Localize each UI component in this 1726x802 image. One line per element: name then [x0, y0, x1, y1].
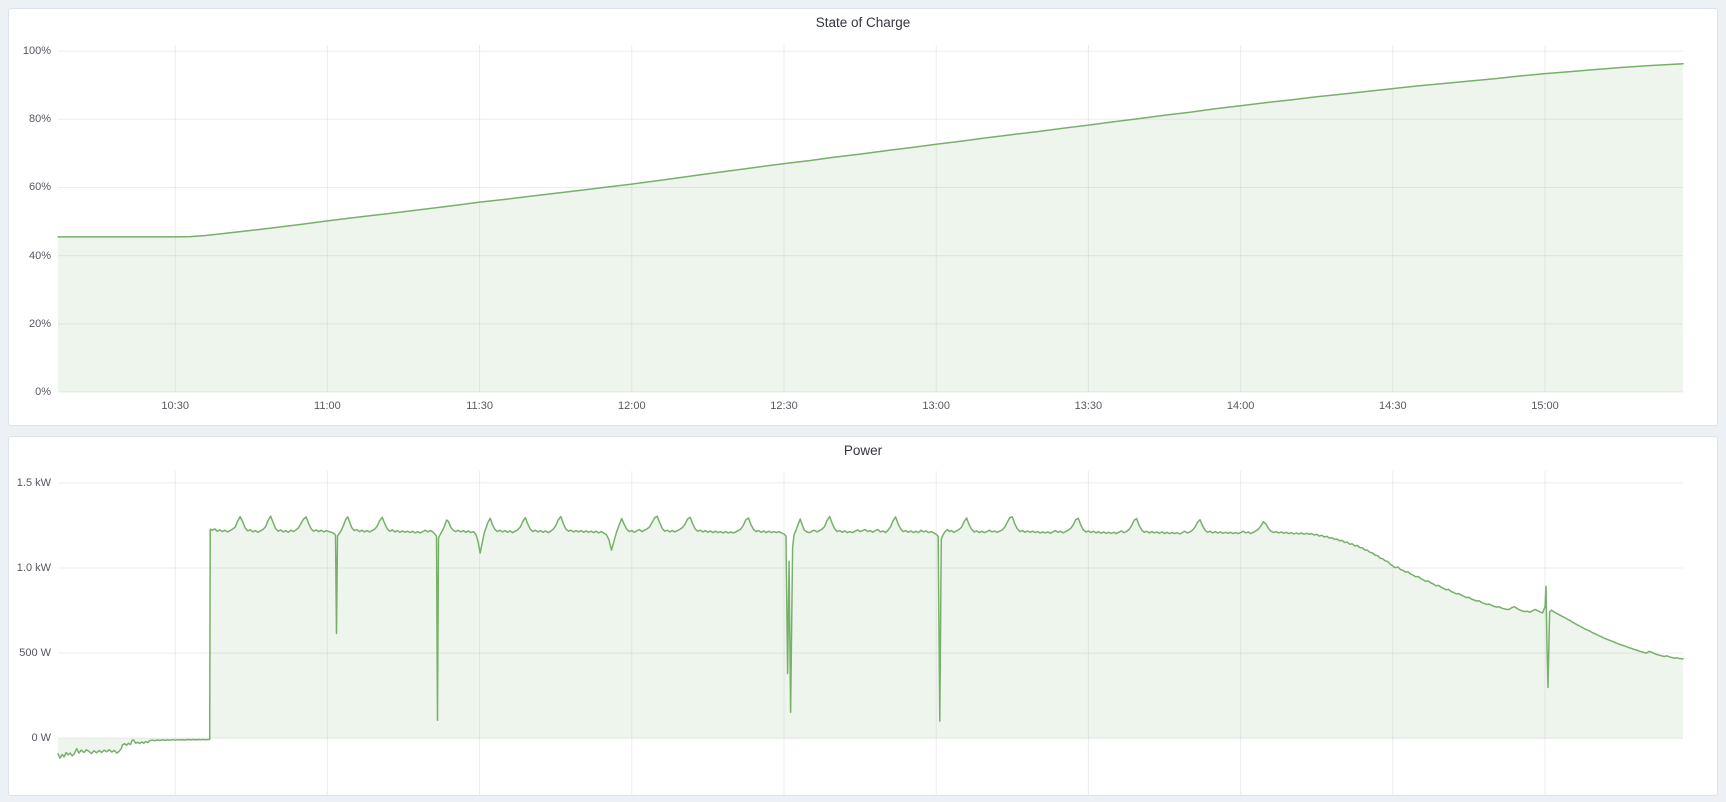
x-axis-tick-label: 13:30: [1074, 400, 1103, 412]
panel-title-state-of-charge[interactable]: State of Charge: [815, 15, 911, 30]
series-line: [57, 515, 1684, 759]
panel-state-of-charge: State of Charge 0% 20% 40% 60% 80% 100% 10:30 1…: [8, 8, 1718, 426]
y-axis-tick-label: 80%: [28, 113, 51, 126]
panel-title-power[interactable]: Power: [843, 443, 883, 458]
x-axis-tick-label: 12:30: [770, 400, 798, 412]
y-axis-tick-label: 1.5 kW: [16, 476, 51, 489]
y-axis-tick-label: 0%: [35, 386, 51, 398]
y-axis-tick-label: 60%: [28, 181, 51, 194]
x-axis-tick-label: 15:00: [1531, 400, 1559, 412]
panel-power: Power 0 W 500 W 1.0 kW 1.5 kW: [8, 436, 1718, 796]
x-axis-tick-label: 12:00: [618, 400, 646, 412]
soc-chart-canvas[interactable]: [9, 9, 1717, 425]
y-axis-tick-label: 20%: [28, 317, 51, 330]
y-axis-tick-label: 40%: [28, 249, 51, 262]
x-axis-tick-label: 14:30: [1379, 400, 1407, 412]
y-axis-tick-label: 500 W: [19, 647, 51, 660]
x-axis-tick-label: 11:30: [466, 400, 493, 412]
x-axis-tick-label: 14:00: [1226, 400, 1255, 412]
y-axis-tick-label: 0 W: [31, 732, 51, 745]
x-axis-tick-label: 11:00: [314, 400, 341, 412]
x-axis-tick-label: 13:00: [922, 400, 950, 412]
power-chart-canvas[interactable]: [9, 437, 1717, 795]
series-area-fill: [58, 63, 1683, 392]
y-axis-tick-label: 1.0 kW: [16, 561, 51, 574]
series-line: [57, 62, 1684, 238]
x-axis-tick-label: 10:30: [161, 400, 189, 412]
series-area-fill: [58, 516, 1683, 759]
y-axis-tick-label: 100%: [22, 45, 51, 58]
